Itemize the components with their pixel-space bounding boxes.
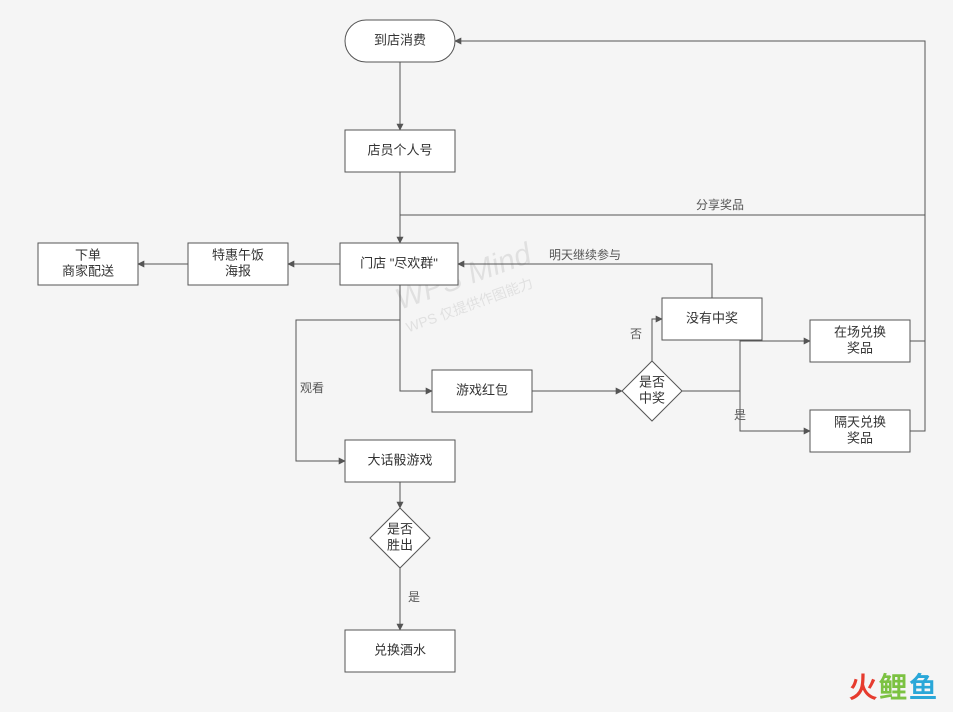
node-label: 商家配送 <box>62 263 114 278</box>
node-label: 奖品 <box>847 430 873 445</box>
node-label: 中奖 <box>639 390 665 405</box>
node-label: 是否 <box>387 521 413 536</box>
node-label: 特惠午饭 <box>212 247 264 262</box>
node-label: 隔天兑换 <box>834 414 886 429</box>
node-label: 没有中奖 <box>686 310 738 325</box>
node-redpacket: 游戏红包 <box>432 370 532 412</box>
logo-char-2: 鲤 <box>879 672 909 703</box>
edge-label: 否 <box>630 327 642 341</box>
node-label: 胜出 <box>387 537 413 552</box>
node-dec_win: 是否胜出 <box>370 508 430 568</box>
edge-nextday-merge <box>910 341 925 431</box>
nodes-layer: 到店消费店员个人号门店 "尽欢群"特惠午饭海报下单商家配送游戏红包大话骰游戏是否… <box>38 20 910 672</box>
edge-label: 是 <box>408 590 420 604</box>
edge-group-dicegame <box>296 285 400 461</box>
node-label: 兑换酒水 <box>374 642 426 657</box>
edges-layer: 观看是否是明天继续参与分享奖品 <box>138 41 925 630</box>
flowchart-canvas: WPS Mind WPS 仅提供作图能力 观看是否是明天继续参与分享奖品 到店消… <box>0 0 953 712</box>
node-label: 到店消费 <box>374 32 426 47</box>
node-onsite: 在场兑换奖品 <box>810 320 910 362</box>
node-label: 门店 "尽欢群" <box>360 255 438 270</box>
node-poster: 特惠午饭海报 <box>188 243 288 285</box>
edge-onsite-start <box>455 41 925 341</box>
node-label: 在场兑换 <box>834 324 886 339</box>
logo-char-1: 火 <box>849 672 879 703</box>
node-label: 下单 <box>75 247 101 262</box>
node-prize_drink: 兑换酒水 <box>345 630 455 672</box>
node-label: 奖品 <box>847 340 873 355</box>
node-no_prize: 没有中奖 <box>662 298 762 340</box>
node-label: 店员个人号 <box>367 142 432 157</box>
edge-decprize-noprize <box>652 319 662 361</box>
node-dicegame: 大话骰游戏 <box>345 440 455 482</box>
brand-logo: 火鲤鱼 <box>849 666 939 706</box>
node-dec_prize: 是否中奖 <box>622 361 682 421</box>
node-label: 大话骰游戏 <box>367 452 432 467</box>
node-label: 游戏红包 <box>456 382 508 397</box>
edge-label: 分享奖品 <box>696 197 744 212</box>
node-order: 下单商家配送 <box>38 243 138 285</box>
node-nextday: 隔天兑换奖品 <box>810 410 910 452</box>
logo-char-3: 鱼 <box>909 672 939 703</box>
node-group: 门店 "尽欢群" <box>340 243 458 285</box>
edge-decprize-onsite <box>682 341 810 391</box>
edge-label: 明天继续参与 <box>549 247 621 262</box>
node-staff: 店员个人号 <box>345 130 455 172</box>
node-start: 到店消费 <box>345 20 455 62</box>
edge-label: 观看 <box>300 381 324 395</box>
edge-label: 是 <box>734 408 746 422</box>
node-label: 是否 <box>639 374 665 389</box>
node-label: 海报 <box>225 263 251 278</box>
